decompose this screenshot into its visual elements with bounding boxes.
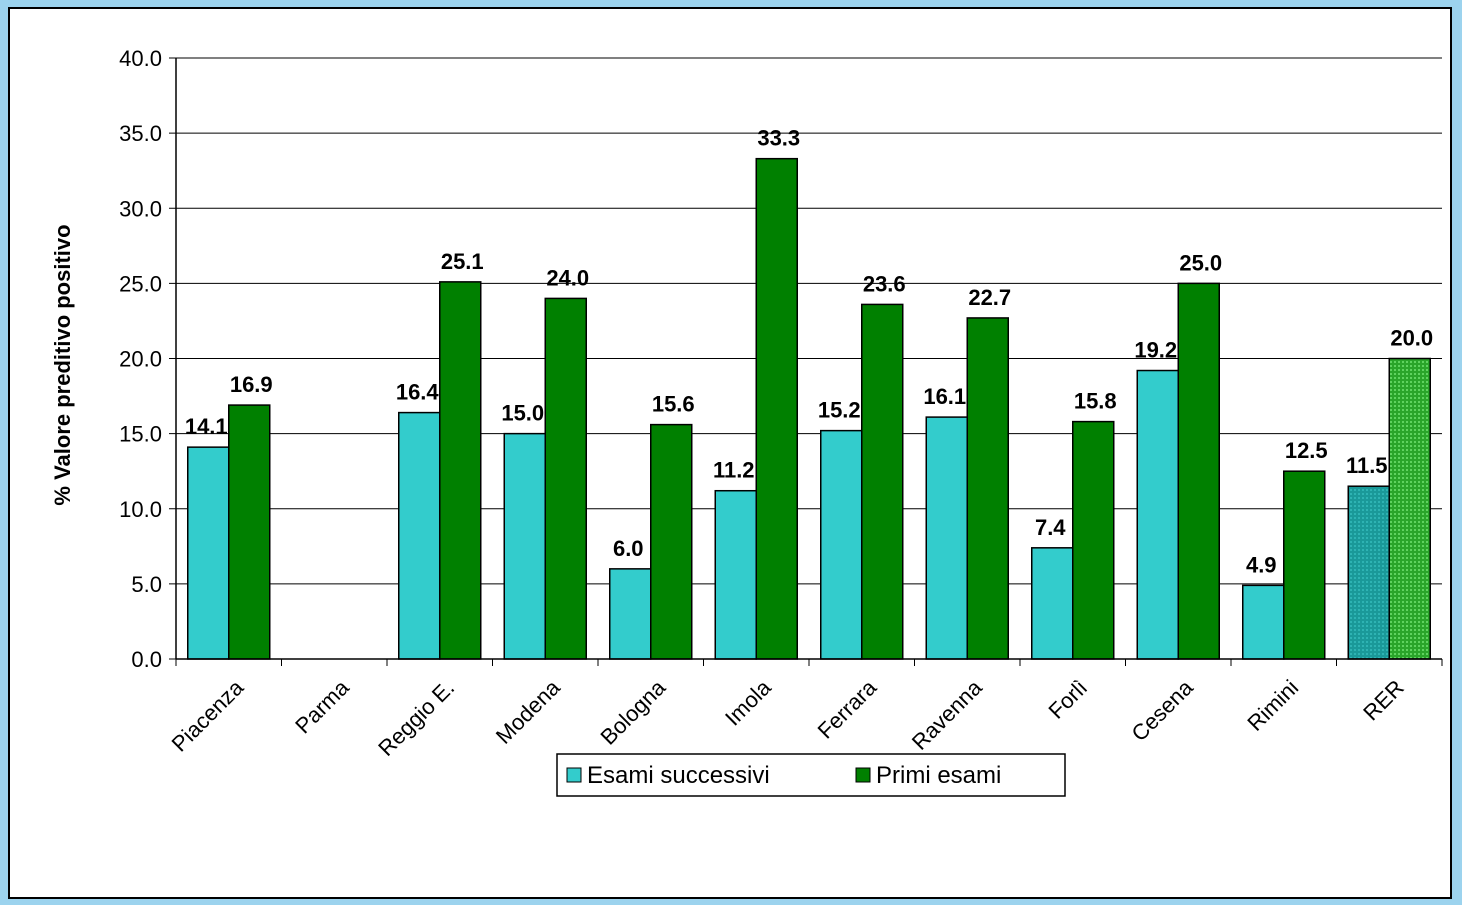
x-category-label: Cesena <box>1126 674 1198 746</box>
bar-esami-successivi <box>609 568 652 660</box>
data-label: 19.2 <box>1134 338 1177 363</box>
bar-primi-esami <box>1177 282 1220 660</box>
y-tick-label: 40.0 <box>119 46 162 71</box>
y-tick-label: 15.0 <box>119 422 162 447</box>
x-axis-labels: Piacenza Parma Reggio E. Modena Bologna Imola… <box>167 674 1409 761</box>
x-category-label: Imola <box>720 674 776 730</box>
data-label: 15.6 <box>652 392 695 417</box>
legend: Esami successivi Primi esami <box>556 753 1066 797</box>
legend-swatch <box>566 767 582 783</box>
bar-esami-successivi <box>925 416 968 660</box>
y-tick-label: 30.0 <box>119 196 162 221</box>
bar-esami-successivi <box>187 446 230 660</box>
bar-esami-successivi <box>714 489 757 660</box>
bar-chart: 0.0 5.0 10.0 15.0 20.0 25.0 30.0 35.0 40.0 Piace… <box>50 46 1443 797</box>
bar-esami-successivi <box>1136 369 1179 660</box>
data-label: 11.2 <box>713 458 755 483</box>
bar-primi-esami <box>861 303 904 660</box>
bar-primi-esami <box>439 281 482 660</box>
data-label: 16.1 <box>923 384 966 409</box>
data-label: 4.9 <box>1246 552 1277 577</box>
data-label: 23.6 <box>863 271 906 296</box>
bar-esami-successivi <box>398 411 441 660</box>
data-label: 16.9 <box>230 372 273 397</box>
y-tick-label: 25.0 <box>119 271 162 296</box>
data-label: 15.2 <box>818 398 861 423</box>
x-category-label: Piacenza <box>167 674 249 756</box>
bar-primi-esami <box>650 423 693 660</box>
data-label: 25.0 <box>1179 250 1222 275</box>
bar-primi-esami <box>228 404 271 660</box>
bar-primi-esami <box>544 297 587 660</box>
x-category-label: Ferrara <box>813 674 882 743</box>
y-axis-title: % Valore preditivo positivo <box>50 224 75 505</box>
bar-esami-successivi <box>820 429 863 660</box>
x-category-label: Parma <box>290 674 354 738</box>
data-label: 24.0 <box>546 265 589 290</box>
data-label: 15.8 <box>1074 389 1117 414</box>
bar-primi-esami <box>1072 420 1115 660</box>
bar-primi-esami <box>966 317 1009 660</box>
y-tick-label: 35.0 <box>119 121 162 146</box>
data-label: 11.5 <box>1346 453 1388 478</box>
legend-box <box>556 753 1066 797</box>
y-tick-label: 0.0 <box>131 647 162 672</box>
bar-primi-esami <box>1283 470 1326 660</box>
gridlines <box>176 57 1442 585</box>
data-label: 7.4 <box>1035 515 1066 540</box>
x-category-label: RER <box>1358 675 1409 726</box>
x-category-label: Rimini <box>1242 675 1303 736</box>
y-tick-label: 10.0 <box>119 497 162 522</box>
data-label: 33.3 <box>757 126 800 151</box>
chart-frame: 0.0 5.0 10.0 15.0 20.0 25.0 30.0 35.0 40.0 Piace… <box>8 7 1452 899</box>
y-tick-label: 5.0 <box>131 572 162 597</box>
x-category-label: Forlì <box>1043 675 1092 724</box>
bar-esami-successivi <box>503 432 546 660</box>
bar-esami-successivi <box>1031 547 1074 660</box>
y-tick-label: 20.0 <box>119 347 162 372</box>
x-category-label: Bologna <box>596 674 671 749</box>
x-category-label: Reggio E. <box>373 675 459 761</box>
bar-esami-successivi <box>1347 485 1390 660</box>
legend-swatch <box>855 767 871 783</box>
data-label: 25.1 <box>441 249 484 274</box>
x-category-label: Ravenna <box>907 674 987 754</box>
legend-label: Primi esami <box>876 762 1001 789</box>
bar-esami-successivi <box>1242 584 1285 660</box>
legend-label: Esami successivi <box>587 762 770 789</box>
y-axis-ticks: 0.0 5.0 10.0 15.0 20.0 25.0 30.0 35.0 40.0 <box>119 46 176 672</box>
data-label: 16.4 <box>396 380 440 405</box>
bar-primi-esami <box>1388 357 1431 660</box>
data-label: 20.0 <box>1390 326 1433 351</box>
data-labels: 14.116.9 16.4 25.1 15.0 24.0 6.0 15.6 11.2 33.3 1… <box>185 126 1433 578</box>
x-category-label: Modena <box>491 674 565 748</box>
data-label: 14.1 <box>185 414 228 439</box>
bar-primi-esami <box>755 157 798 660</box>
data-label: 6.0 <box>613 536 644 561</box>
bars <box>187 157 1431 660</box>
data-label: 22.7 <box>968 285 1011 310</box>
data-label: 15.0 <box>501 401 544 426</box>
data-label: 12.5 <box>1285 438 1328 463</box>
